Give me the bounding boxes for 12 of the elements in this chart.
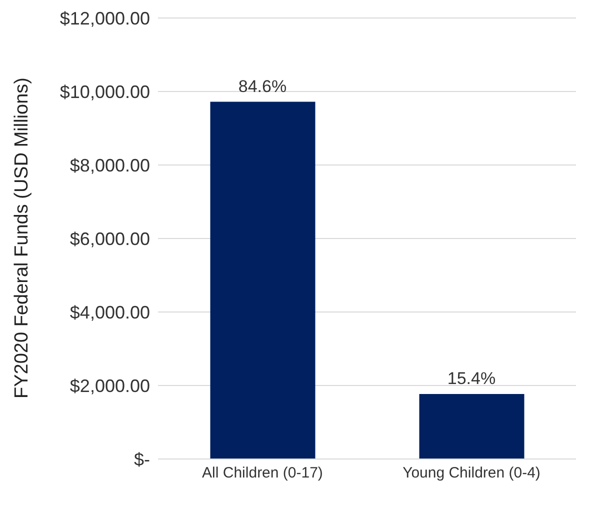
- y-tick-label: $8,000.00: [70, 155, 150, 176]
- x-tick-label: All Children (0-17): [202, 464, 323, 482]
- x-tick-label: Young Children (0-4): [402, 464, 540, 482]
- y-axis-title: FY2020 Federal Funds (USD Millions): [12, 77, 33, 398]
- annotation: 84.6%: [238, 76, 287, 96]
- y-tick-label: $4,000.00: [70, 302, 150, 322]
- annotation: 15.4%: [447, 368, 496, 388]
- y-tick-label: $12,000.00: [60, 8, 150, 28]
- y-tick-label: $10,000.00: [60, 82, 150, 102]
- y-tick-label: $6,000.00: [70, 228, 150, 249]
- y-tick-label: $2,000.00: [70, 376, 150, 396]
- y-tick-label: $-: [134, 449, 150, 470]
